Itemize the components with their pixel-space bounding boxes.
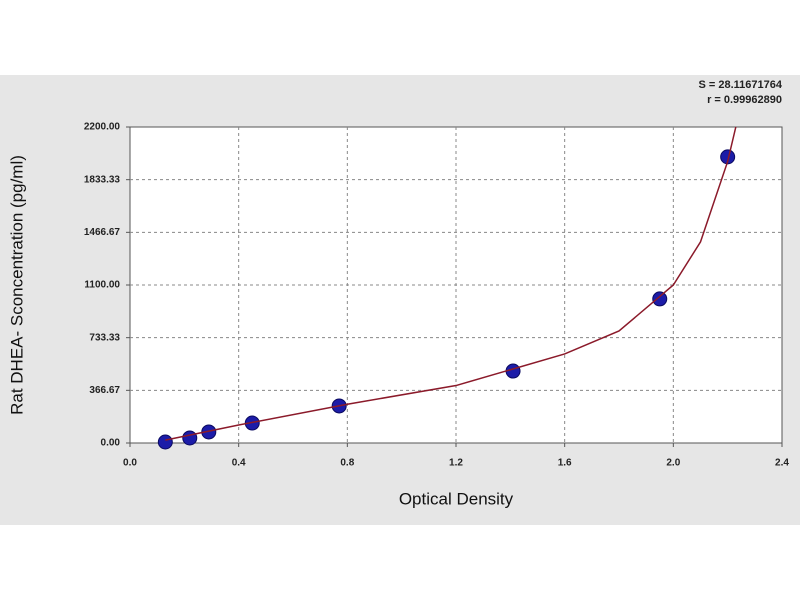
fit-curve: [165, 126, 737, 441]
data-point: [652, 291, 668, 307]
y-tick-label: 1833.33: [84, 174, 121, 185]
y-tick-label: 733.33: [89, 332, 120, 343]
y-tick-label: 0.00: [101, 438, 121, 449]
y-axis-title: Rat DHEA- Sconcentration (pg/ml): [7, 155, 26, 415]
y-tick-label: 366.67: [89, 385, 120, 396]
annotation: S = 28.11671764: [699, 79, 783, 91]
annotation: r = 0.99962890: [707, 94, 782, 106]
data-point: [720, 149, 736, 165]
x-tick-label: 0.8: [340, 458, 354, 469]
x-tick-label: 1.2: [449, 458, 463, 469]
y-tick-label: 2200.00: [84, 122, 121, 133]
x-tick-label: 0.0: [123, 458, 137, 469]
data-point: [157, 434, 173, 450]
y-tick-label: 1100.00: [84, 280, 120, 291]
x-tick-label: 0.4: [232, 458, 246, 469]
x-tick-label: 1.6: [558, 458, 572, 469]
x-tick-label: 2.4: [775, 458, 789, 469]
x-axis-title: Optical Density: [399, 489, 514, 508]
y-tick-label: 1466.67: [84, 227, 121, 238]
data-point: [182, 430, 198, 446]
x-tick-label: 2.0: [666, 458, 680, 469]
